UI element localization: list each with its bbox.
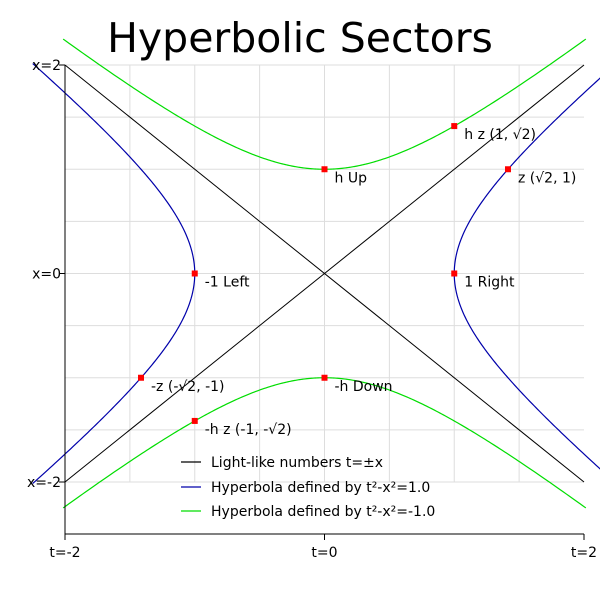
data-point-label: -h z (-1, -√2) <box>205 422 292 438</box>
data-point <box>191 417 198 424</box>
chart-title: Hyperbolic Sectors <box>107 14 493 62</box>
data-point-label: h z (1, √2) <box>464 127 536 143</box>
legend-entry: Hyperbola defined by t²-x²=1.0 <box>211 480 430 496</box>
data-point <box>451 123 458 130</box>
data-point-label: z (√2, 1) <box>518 170 576 186</box>
data-point <box>504 166 511 173</box>
y-tick-label: x=2 <box>32 58 61 74</box>
data-point-label: h Up <box>335 170 368 186</box>
data-point-label: -1 Left <box>205 275 250 291</box>
data-point-label: -z (-√2, -1) <box>151 379 225 395</box>
y-tick-label: x=-2 <box>27 475 61 491</box>
light-like-line-descending <box>64 64 585 483</box>
x-tick-label: t=2 <box>571 545 597 561</box>
x-tick-label: t=-2 <box>49 545 80 561</box>
legend-entry: Hyperbola defined by t²-x²=-1.0 <box>211 504 435 520</box>
data-point-label: -h Down <box>335 379 393 395</box>
data-point <box>138 374 145 381</box>
plot-axes: t=-2 t=0 t=2 x=2 x=0 x=-2 <box>27 58 597 561</box>
data-point <box>321 166 328 173</box>
data-point <box>191 270 198 277</box>
data-point <box>451 270 458 277</box>
data-points: 1 Right -1 Left h Up -h Down z (√2, 1) -z (-√… <box>138 123 576 438</box>
legend: Light-like numbers t=±x Hyperbola defined… <box>181 455 435 520</box>
data-point <box>321 374 328 381</box>
x-tick-label: t=0 <box>311 545 337 561</box>
data-point-label: 1 Right <box>464 275 515 291</box>
y-tick-label: x=0 <box>32 267 61 283</box>
legend-entry: Light-like numbers t=±x <box>211 455 383 471</box>
